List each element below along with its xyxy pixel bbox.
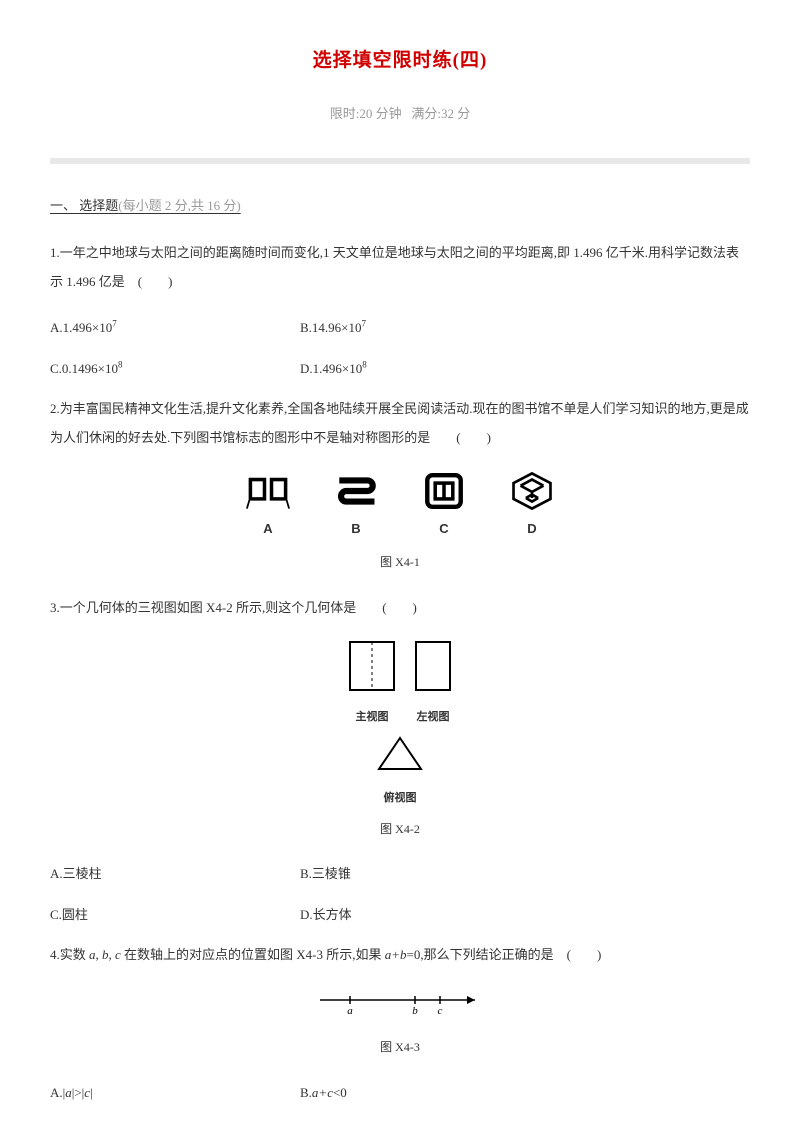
q3-options-row1: A.三棱柱 B.三棱锥	[50, 860, 750, 889]
section-divider	[50, 158, 750, 164]
q3-text: 3.一个几何体的三视图如图 X4-2 所示,则这个几何体是 ( )	[50, 594, 750, 623]
q4-vars: a, b, c	[89, 947, 121, 962]
svg-text:c: c	[438, 1005, 443, 1017]
q4-b-p2: <0	[333, 1085, 347, 1100]
logo-c-label: C	[422, 515, 466, 544]
logo-b-icon	[334, 471, 378, 511]
logo-b: B	[334, 471, 378, 544]
q1-d-sup: 8	[362, 359, 367, 369]
q1-opt-c: C.0.1496×108	[50, 355, 300, 384]
q3-opt-c: C.圆柱	[50, 901, 300, 930]
q1-opt-a: A.1.496×107	[50, 314, 300, 343]
top-view: 俯视图	[376, 735, 424, 810]
logo-d-icon	[510, 471, 554, 511]
number-line-icon: a b c	[315, 988, 485, 1018]
q2-text: 2.为丰富国民精神文化生活,提升文化素养,全国各地陆续开展全民阅读活动.现在的图…	[50, 395, 750, 452]
q2-figure: A B C D	[50, 471, 750, 544]
page-title: 选择填空限时练(四)	[50, 40, 750, 82]
q4-options-row1: A.|a|>|c| B.a+c<0	[50, 1079, 750, 1108]
q1-opt-d: D.1.496×108	[300, 355, 550, 384]
logo-d-label: D	[510, 515, 554, 544]
main-view: 主视图	[348, 640, 396, 729]
q1-options-row2: C.0.1496×108 D.1.496×108	[50, 355, 750, 384]
top-view-label: 俯视图	[376, 786, 424, 810]
q4-a-p1: A.|	[50, 1085, 65, 1100]
q4-eq1: a+b	[385, 947, 407, 962]
q4-opt-b: B.a+c<0	[300, 1079, 550, 1108]
q1-d-label: D.1.496×10	[300, 361, 362, 376]
svg-text:a: a	[347, 1005, 353, 1017]
q3-opt-b: B.三棱锥	[300, 860, 550, 889]
logo-b-label: B	[334, 515, 378, 544]
left-view: 左视图	[414, 640, 452, 729]
left-view-icon	[414, 640, 452, 692]
q4-p2: 在数轴上的对应点的位置如图 X4-3 所示,如果	[121, 947, 385, 962]
q3-figure: 主视图 左视图 俯视图	[50, 640, 750, 810]
subtitle: 限时:20 分钟 满分:32 分	[50, 100, 750, 129]
logo-c-icon	[422, 471, 466, 511]
logo-a-icon	[246, 471, 290, 511]
q1-b-sup: 7	[362, 319, 367, 329]
top-view-icon	[376, 735, 424, 773]
question-4: 4.实数 a, b, c 在数轴上的对应点的位置如图 X4-3 所示,如果 a+…	[50, 941, 750, 970]
q3-caption: 图 X4-2	[50, 816, 750, 842]
q4-caption: 图 X4-3	[50, 1034, 750, 1060]
q1-c-label: C.0.1496×10	[50, 361, 118, 376]
logo-a: A	[246, 471, 290, 544]
q4-figure: a b c	[50, 988, 750, 1029]
q1-opt-b: B.14.96×107	[300, 314, 550, 343]
logo-a-label: A	[246, 515, 290, 544]
question-1: 1.一年之中地球与太阳之间的距离随时间而变化,1 天文单位是地球与太阳之间的平均…	[50, 239, 750, 296]
q3-options-row2: C.圆柱 D.长方体	[50, 901, 750, 930]
q4-p1: 4.实数	[50, 947, 89, 962]
q4-a-p2: |>|	[72, 1085, 85, 1100]
q4-b-eq: a+c	[312, 1085, 333, 1100]
q2-caption: 图 X4-1	[50, 549, 750, 575]
q3-opt-d: D.长方体	[300, 901, 550, 930]
q4-a-p3: |	[90, 1085, 93, 1100]
q4-p3: =0,那么下列结论正确的是 ( )	[407, 947, 602, 962]
q1-a-sup: 7	[112, 319, 117, 329]
time-limit: 限时:20 分钟	[330, 106, 402, 121]
q1-options-row1: A.1.496×107 B.14.96×107	[50, 314, 750, 343]
svg-text:b: b	[412, 1005, 418, 1017]
section-prefix: 一、 选择题	[50, 198, 118, 213]
q4-b-p1: B.	[300, 1085, 312, 1100]
main-view-icon	[348, 640, 396, 692]
q1-text: 1.一年之中地球与太阳之间的距离随时间而变化,1 天文单位是地球与太阳之间的平均…	[50, 239, 750, 296]
question-3: 3.一个几何体的三视图如图 X4-2 所示,则这个几何体是 ( )	[50, 594, 750, 623]
full-score: 满分:32 分	[411, 106, 470, 121]
left-view-label: 左视图	[414, 705, 452, 729]
question-2: 2.为丰富国民精神文化生活,提升文化素养,全国各地陆续开展全民阅读活动.现在的图…	[50, 395, 750, 452]
main-view-label: 主视图	[348, 705, 396, 729]
q1-a-label: A.1.496×10	[50, 320, 112, 335]
section-detail: (每小题 2 分,共 16 分)	[118, 198, 240, 213]
logo-c: C	[422, 471, 466, 544]
q3-opt-a: A.三棱柱	[50, 860, 300, 889]
section-header: 一、 选择题(每小题 2 分,共 16 分)	[50, 192, 271, 221]
q1-c-sup: 8	[118, 359, 123, 369]
q4-opt-a: A.|a|>|c|	[50, 1079, 300, 1108]
logo-d: D	[510, 471, 554, 544]
q1-b-label: B.14.96×10	[300, 320, 362, 335]
